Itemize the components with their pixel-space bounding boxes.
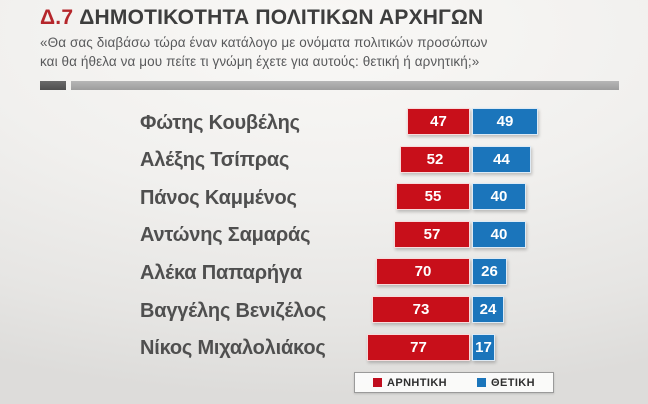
page-title: Δ.7 ΔΗΜΟΤΙΚΟΤΗΤΑ ΠΟΛΙΤΙΚΩΝ ΑΡΧΗΓΩΝ [40,6,483,30]
chart-row: Αλέκα Παπαρήγα 70 26 [0,254,648,292]
positive-bar: 24 [472,296,504,323]
negative-swatch-icon [372,378,382,387]
legend-positive-label: ΘΕΤΙΚΗ [491,376,535,389]
chart-row: Πάνος Καμμένος 55 40 [0,179,648,217]
positive-bar: 26 [472,258,507,286]
category-label: Νίκος Μιχαλολιάκος [140,337,326,360]
positive-bar: 40 [472,183,526,211]
category-label: Πάνος Καμμένος [140,186,297,209]
category-label: Αλέκα Παπαρήγα [140,261,302,284]
chart-row: Νίκος Μιχαλολιάκος 77 17 [0,330,648,368]
negative-bar: 47 [407,108,470,135]
bar-chart: Φώτης Κουβέλης 47 49 Αλέξης Τσίπρας 52 44 Πάνο… [0,104,648,368]
chart-row: Αλέξης Τσίπρας 52 44 [0,142,648,180]
negative-bar: 77 [367,333,470,361]
category-label: Αντώνης Σαμαράς [140,224,311,247]
chart-row: Βαγγέλης Βενιζέλος 73 24 [0,292,648,330]
legend-item-positive: ΘΕΤΙΚΗ [477,377,535,389]
negative-bar: 73 [372,296,470,323]
chart-row: Φώτης Κουβέλης 47 49 [0,104,648,142]
negative-bar: 52 [400,145,470,173]
legend: ΑΡΝΗΤΙΚΗ ΘΕΤΙΚΗ [354,372,554,393]
negative-bar: 57 [394,220,470,248]
survey-question-line2: και θα ήθελα να μου πείτε τι γνώμη έχετε… [40,53,480,69]
survey-question-line1: «Θα σας διαβάσω τώρα έναν κατάλογο με ον… [40,35,488,50]
positive-bar: 44 [472,145,531,173]
survey-question: «Θα σας διαβάσω τώρα έναν κατάλογο με ον… [40,34,488,71]
positive-swatch-icon [477,378,487,387]
chart-row: Αντώνης Σαμαράς 57 40 [0,217,648,255]
category-label: Φώτης Κουβέλης [140,111,300,134]
category-label: Βαγγέλης Βενιζέλος [140,299,327,322]
positive-bar: 49 [472,108,538,135]
negative-bar: 55 [396,183,470,211]
legend-item-negative: ΑΡΝΗΤΙΚΗ [372,376,448,389]
negative-bar: 70 [376,258,470,286]
positive-bar: 17 [472,333,495,361]
title-text: ΔΗΜΟΤΙΚΟΤΗΤΑ ΠΟΛΙΤΙΚΩΝ ΑΡΧΗΓΩΝ [79,6,484,29]
positive-bar: 40 [472,220,526,248]
category-label: Αλέξης Τσίπρας [140,149,290,172]
legend-negative-label: ΑΡΝΗΤΙΚΗ [386,376,448,389]
divider-accent-block [40,81,66,90]
divider-bar [71,81,619,90]
title-code: Δ.7 [40,6,74,29]
